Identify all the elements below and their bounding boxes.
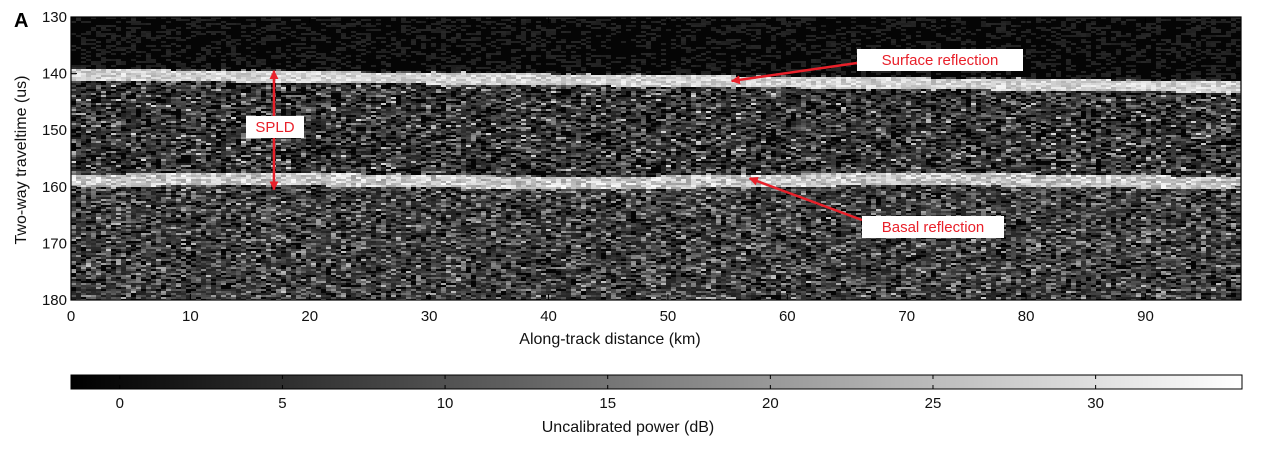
basal-reflection-label-text: Basal reflection [882, 219, 985, 236]
surface-reflection-label-text: Surface reflection [882, 52, 999, 69]
x-tick-label: 0 [67, 308, 75, 325]
x-tick-label: 20 [301, 308, 318, 325]
colorbar-tick-label: 10 [437, 395, 454, 412]
panel-label: A [14, 10, 28, 32]
x-tick-label: 10 [182, 308, 199, 325]
spld-label: SPLD [246, 116, 304, 138]
colorbar: 0 5 10 15 20 25 30 Uncalibrated power (dB) [71, 375, 1242, 436]
y-tick-label: 140 [42, 66, 67, 83]
y-tick-label: 160 [42, 179, 67, 196]
y-tick-label: 150 [42, 122, 67, 139]
colorbar-tick-label: 0 [116, 395, 124, 412]
colorbar-tick-label: 5 [278, 395, 286, 412]
x-tick-label: 60 [779, 308, 796, 325]
colorbar-tick-label: 20 [762, 395, 779, 412]
x-tick-label: 30 [421, 308, 438, 325]
y-tick-label: 180 [42, 292, 67, 309]
surface-reflection-label: Surface reflection [857, 49, 1023, 71]
colorbar-tick-label: 25 [925, 395, 942, 412]
y-tick-label: 130 [42, 9, 67, 26]
x-tick-label: 70 [898, 308, 915, 325]
colorbar-gradient [71, 375, 1242, 389]
x-axis-label: Along-track distance (km) [519, 331, 700, 348]
y-axis-label: Two-way traveltime (us) [13, 76, 30, 245]
x-tick-label: 90 [1137, 308, 1154, 325]
y-tick-label: 170 [42, 235, 67, 252]
basal-reflection-label: Basal reflection [862, 216, 1004, 238]
x-tick-label: 50 [660, 308, 677, 325]
colorbar-tick-label: 30 [1087, 395, 1104, 412]
x-tick-label: 80 [1018, 308, 1035, 325]
spld-label-text: SPLD [255, 119, 294, 136]
colorbar-tick-label: 15 [599, 395, 616, 412]
x-tick-label: 40 [540, 308, 557, 325]
plot-area [71, 17, 1241, 301]
colorbar-label: Uncalibrated power (dB) [542, 419, 715, 436]
